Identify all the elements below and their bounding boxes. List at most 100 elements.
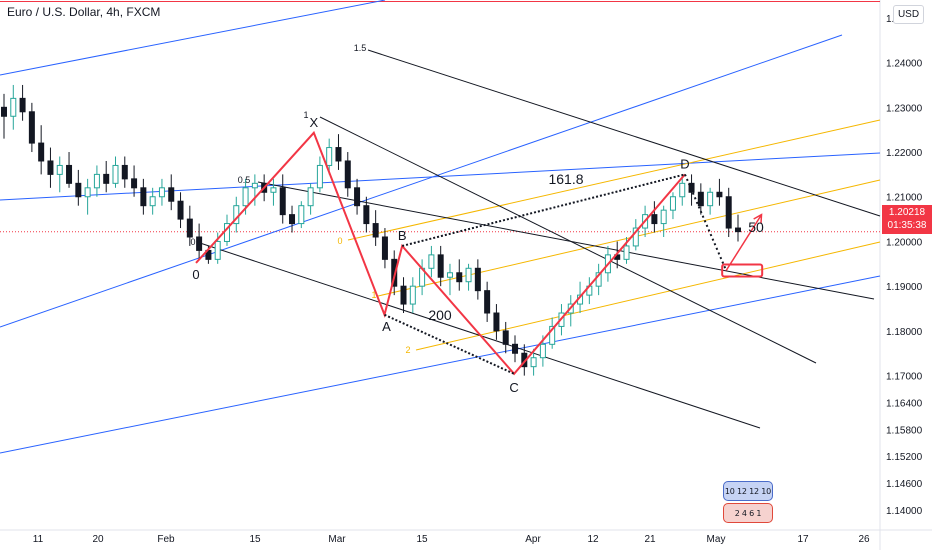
candle-body xyxy=(242,187,249,207)
time-axis-label: 12 xyxy=(587,534,599,545)
candle-body xyxy=(112,164,119,184)
price-axis-label: 1.22000 xyxy=(886,148,923,159)
pattern-point-label: 0 xyxy=(192,267,199,282)
candle-body xyxy=(140,187,147,207)
pitchfork-line-1 xyxy=(319,116,817,364)
candle-body xyxy=(196,236,203,251)
candle-body xyxy=(93,173,100,189)
price-axis-label: 1.23000 xyxy=(886,103,923,114)
target-zone-box xyxy=(721,263,764,278)
pattern-point-label: A xyxy=(382,319,391,334)
candle-body xyxy=(298,205,305,225)
pattern-point-label: B xyxy=(398,228,407,243)
candle-body xyxy=(251,182,258,189)
bar-countdown: 01:35:38 xyxy=(887,220,927,231)
candle-body xyxy=(84,187,91,198)
time-axis-label: Mar xyxy=(328,534,346,545)
last-price-value: 1.20218 xyxy=(888,207,926,218)
fib-orange-level-label: 2 xyxy=(405,345,410,355)
price-axis-label: 1.14000 xyxy=(886,506,923,517)
candle-body xyxy=(149,196,156,207)
candle-body xyxy=(372,223,379,238)
candle-body xyxy=(465,267,472,283)
candle-body xyxy=(344,160,351,189)
candle-body xyxy=(47,160,54,175)
bd-dotted-line xyxy=(401,173,686,247)
candle-body xyxy=(707,191,714,207)
candle-body xyxy=(168,187,175,202)
candle-body xyxy=(623,245,630,260)
dividends-badge[interactable]: 10 12 12 10 xyxy=(723,481,773,501)
currency-button[interactable]: USD xyxy=(893,5,924,24)
time-axis-label: May xyxy=(707,534,726,545)
ratio-annotation: 200 xyxy=(428,307,452,323)
candle-body xyxy=(279,187,286,216)
candle-body xyxy=(530,357,537,368)
earnings-badge[interactable]: 2 4 6 1 xyxy=(723,503,773,523)
candle-body xyxy=(549,325,556,345)
candle-body xyxy=(484,290,491,314)
pattern-point-label: X xyxy=(309,115,318,130)
time-axis-label: 15 xyxy=(416,534,428,545)
pitchfork-line-1-5 xyxy=(367,49,881,217)
fib-orange-line-1 xyxy=(377,179,881,297)
candle-body xyxy=(38,142,45,162)
target-arrow-shaft xyxy=(725,214,763,271)
price-axis-label: 1.21000 xyxy=(886,193,923,204)
candle-body xyxy=(437,254,444,278)
pitchfork-level-label: 1 xyxy=(303,110,308,120)
candle-body xyxy=(679,182,686,198)
candle-body xyxy=(270,187,277,193)
candle-body xyxy=(66,164,73,184)
pattern-legs xyxy=(195,130,686,376)
ratio-annotation: 50 xyxy=(748,219,764,235)
candles xyxy=(1,84,741,376)
candle-body xyxy=(697,191,704,207)
projection-dotted-line xyxy=(684,173,728,271)
candle-body xyxy=(335,147,342,162)
candle-body xyxy=(214,240,221,260)
candle-body xyxy=(512,343,519,354)
last-price-badge: 1.20218 01:35:38 xyxy=(882,205,932,234)
price-axis-label: 1.17000 xyxy=(886,372,923,383)
candle-body xyxy=(446,272,453,278)
candle-body xyxy=(381,236,388,260)
time-axis-label: 21 xyxy=(644,534,656,545)
candle-body xyxy=(391,258,398,287)
pitchfork xyxy=(199,49,881,429)
price-axis-label: 1.24000 xyxy=(886,59,923,70)
price-axis-label: 1.15800 xyxy=(886,425,923,436)
time-axis-label: 11 xyxy=(33,534,44,545)
drawing-labels: 0 X A B C D 161.8 200 50 1.5 1 0.5 0 0 1 2 xyxy=(190,43,764,395)
fib-orange-level-label: 0 xyxy=(337,236,342,246)
events-badges[interactable]: 10 12 12 10 2 4 6 1 xyxy=(723,479,773,525)
candle-body xyxy=(428,254,435,269)
candle-body xyxy=(354,187,361,207)
candle-body xyxy=(1,106,7,117)
pitchfork-level-label: 0 xyxy=(190,237,195,247)
candle-body xyxy=(363,205,370,225)
target-arrow-head xyxy=(753,213,763,224)
candle-body xyxy=(493,312,500,332)
fib-channel-line-top xyxy=(0,0,386,76)
pattern-point-label: D xyxy=(680,156,689,171)
fib-orange-line-0 xyxy=(347,119,881,241)
time-axis-label: Feb xyxy=(157,534,175,545)
candle-body xyxy=(409,285,416,305)
candle-body xyxy=(326,147,333,166)
candle-body xyxy=(186,218,193,238)
pitchfork-line-0-5 xyxy=(257,181,875,300)
candle-body xyxy=(56,164,63,175)
symbol-title[interactable]: Euro / U.S. Dollar, 4h, FXCM xyxy=(7,5,161,19)
candle-body xyxy=(725,196,732,229)
candle-body xyxy=(660,209,667,225)
fib-orange-line-2 xyxy=(415,241,881,351)
pitchfork-level-label: 0.5 xyxy=(238,175,251,185)
candle-body xyxy=(289,214,296,225)
candle-body xyxy=(103,173,110,184)
fib-channel-line-bottom xyxy=(0,275,881,454)
candle-body xyxy=(456,272,463,283)
